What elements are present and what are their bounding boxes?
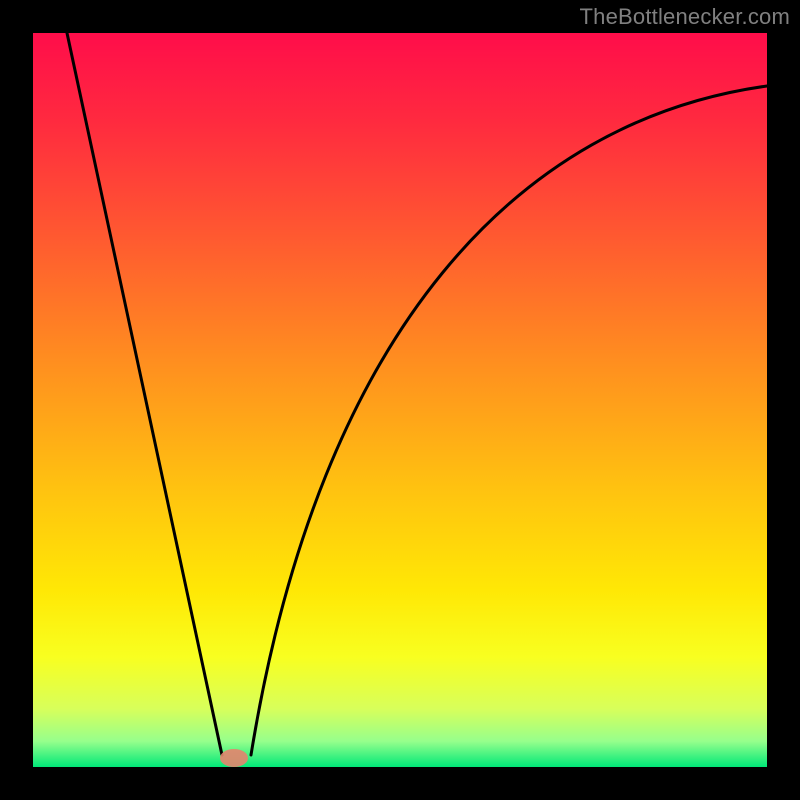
vertex-marker [220,749,248,767]
chart-container: TheBottlenecker.com [0,0,800,800]
watermark-text: TheBottlenecker.com [580,4,790,30]
plot-area [33,33,767,767]
chart-svg [0,0,800,800]
